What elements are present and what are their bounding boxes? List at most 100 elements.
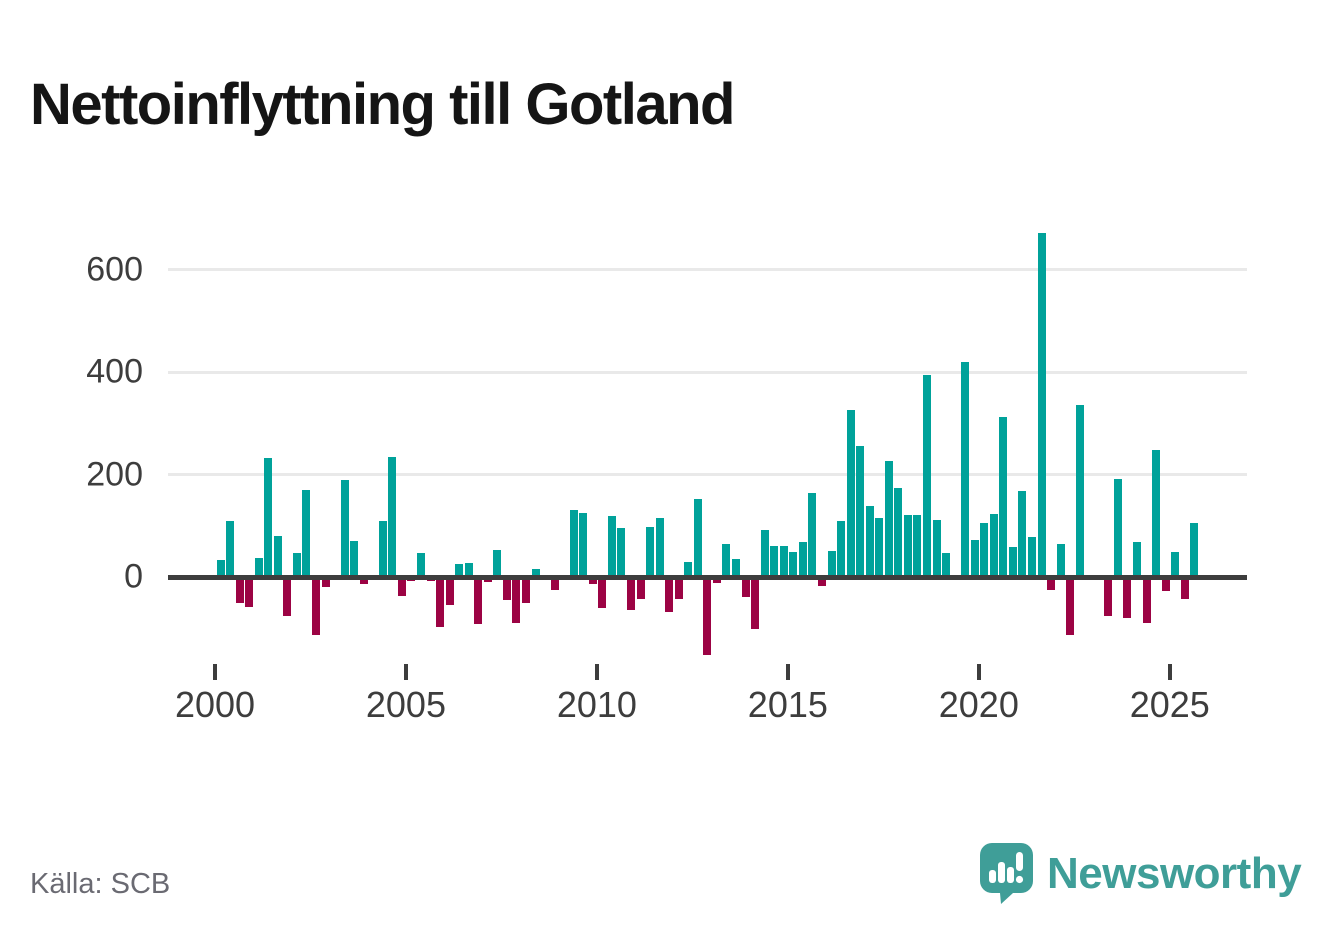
x-tick-2010 (594, 664, 599, 680)
newsworthy-logo-icon (980, 843, 1033, 904)
bar-2012-q1 (674, 577, 683, 600)
bar-2002-q3 (311, 577, 320, 636)
bar-2025-q2 (1180, 577, 1189, 600)
y-tick-label-600: 600 (86, 250, 143, 288)
bar-2000-q1 (216, 560, 225, 577)
bar-2000-q2 (226, 520, 235, 577)
bar-2007-q4 (512, 577, 521, 624)
bar-2014-q1 (751, 577, 760, 630)
bar-2024-q1 (1133, 542, 1141, 577)
logo-bar-1 (989, 870, 996, 883)
bar-2010-q4 (627, 577, 636, 611)
bar-2006-q1 (445, 577, 454, 605)
bar-2023-q3 (1113, 478, 1122, 577)
x-tick-label-2010: 2010 (556, 684, 637, 725)
bar-2009-q4 (588, 577, 597, 585)
bar-2015-q2 (798, 542, 807, 577)
bar-2020-q1 (980, 522, 989, 577)
bar-2005-q4 (436, 577, 445, 628)
bar-2023-q4 (1123, 577, 1132, 618)
x-axis-line (168, 574, 1247, 580)
logo-bubble (980, 843, 1033, 904)
bar-2013-q1 (712, 577, 721, 584)
bar-2020-q3 (999, 417, 1008, 577)
bar-2008-q4 (550, 577, 559, 591)
bar-2007-q3 (502, 577, 511, 600)
bar-2009-q2 (569, 510, 578, 577)
bar-2021-q3 (1037, 232, 1046, 577)
bar-2016-q4 (856, 446, 865, 577)
bar-2013-q4 (741, 577, 750, 597)
bar-2012-q3 (693, 498, 702, 577)
bar-2002-q2 (302, 489, 311, 577)
y-tick-label-0: 0 (124, 557, 143, 596)
bar-2006-q4 (474, 577, 483, 625)
bar-2016-q2 (837, 520, 846, 577)
bar-2021-q4 (1047, 577, 1056, 590)
gridline-600 (168, 268, 1247, 271)
bar-2015-q1 (789, 551, 798, 577)
bar-2018-q2 (913, 514, 922, 577)
page-title: Nettoinflyttning till Gotland (30, 71, 735, 137)
bar-2013-q2 (722, 544, 731, 577)
bar-2017-q3 (884, 460, 893, 577)
x-tick-label-2005: 2005 (365, 684, 446, 725)
x-tick-2020 (976, 664, 981, 680)
bar-2019-q1 (942, 552, 951, 577)
gridline-400 (168, 370, 1247, 374)
bar-2016-q3 (846, 410, 855, 577)
bar-2002-q4 (321, 577, 330, 588)
bar-2022-q3 (1075, 405, 1084, 577)
bar-2022-q1 (1056, 543, 1065, 577)
bar-2025-q3 (1190, 523, 1199, 577)
bar-2001-q2 (264, 457, 273, 577)
y-tick-label-400: 400 (86, 352, 143, 391)
bar-2011-q4 (665, 577, 674, 613)
x-tick-2005 (403, 664, 408, 680)
bar-2007-q1 (483, 577, 492, 583)
bar-2018-q4 (932, 519, 941, 577)
bar-2017-q1 (865, 506, 874, 577)
bar-2020-q4 (1008, 547, 1017, 577)
logo-exclamation-dot (1015, 875, 1024, 884)
bar-2020-q2 (989, 513, 998, 577)
bar-2010-q1 (598, 577, 607, 608)
bar-2000-q4 (245, 577, 254, 607)
bar-2015-q4 (817, 577, 826, 587)
bar-2007-q2 (493, 550, 502, 577)
logo-bar-3 (1007, 867, 1014, 883)
bar-2021-q2 (1027, 537, 1036, 577)
bar-2011-q2 (646, 526, 655, 577)
bar-2013-q3 (732, 558, 741, 577)
bar-2016-q1 (827, 551, 836, 577)
bar-2000-q3 (235, 577, 244, 604)
newsworthy-logo: Newsworthy (980, 843, 1302, 904)
bar-2004-q4 (397, 577, 406, 597)
bar-2002-q1 (292, 552, 301, 577)
bar-2024-q2 (1142, 577, 1151, 624)
x-tick-label-2025: 2025 (1129, 684, 1210, 725)
y-tick-label-200: 200 (86, 455, 143, 493)
x-tick-label-2000: 2000 (174, 684, 256, 725)
bar-2024-q4 (1161, 577, 1170, 591)
bar-2001-q1 (254, 557, 263, 577)
bar-2004-q2 (378, 520, 387, 577)
bar-2011-q1 (636, 577, 645, 599)
bar-2014-q3 (770, 546, 779, 577)
bar-2024-q3 (1152, 450, 1161, 577)
bar-2003-q4 (359, 577, 368, 585)
x-tick-2025 (1167, 664, 1172, 680)
bar-2021-q1 (1018, 490, 1027, 577)
bar-2001-q4 (283, 577, 292, 617)
bar-2005-q2 (416, 552, 425, 577)
bar-2018-q3 (922, 374, 931, 577)
bar-2008-q2 (531, 569, 540, 577)
newsworthy-wordmark: Newsworthy (1047, 848, 1302, 898)
bar-2010-q3 (617, 528, 626, 577)
gridline-200 (168, 473, 1247, 476)
source-caption: Källa: SCB (30, 868, 171, 900)
bar-2014-q2 (760, 529, 769, 577)
bar-2025-q1 (1171, 551, 1180, 577)
bar-2011-q3 (655, 518, 664, 577)
bar-2012-q2 (684, 562, 693, 577)
